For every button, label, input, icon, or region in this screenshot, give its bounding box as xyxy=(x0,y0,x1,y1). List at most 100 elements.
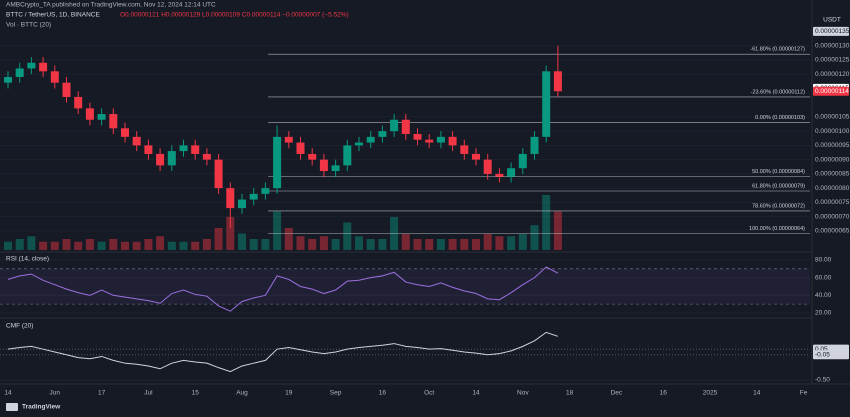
band-fill xyxy=(0,268,810,305)
price-tag xyxy=(813,26,849,36)
volume-bar xyxy=(27,236,36,250)
publisher: AMBCrypto_TA published on TradingView.co… xyxy=(6,2,216,9)
candle-body xyxy=(144,145,153,154)
y-tick-label: 0.00000120 xyxy=(815,71,850,78)
candle-body xyxy=(331,165,340,172)
volume-bar xyxy=(132,241,141,250)
candle-body xyxy=(226,188,235,209)
volume-bar xyxy=(448,239,457,250)
candle-body xyxy=(507,168,516,177)
volume-bar xyxy=(296,236,305,250)
volume-bar xyxy=(331,239,340,250)
volume-bar xyxy=(85,239,94,250)
fib-label: 61.80% (0.00000079) xyxy=(752,183,805,189)
ohlc: O0.00000121 H0.00000129 L0.00000109 C0.0… xyxy=(120,12,349,19)
candle-body xyxy=(542,71,551,137)
candle-body xyxy=(284,136,293,143)
volume-bar xyxy=(238,233,246,250)
candle-body xyxy=(191,145,200,154)
volume-bar xyxy=(144,239,153,250)
x-tick-label: Fe xyxy=(800,390,808,397)
volume-bar xyxy=(542,195,551,250)
candle-body xyxy=(132,136,141,146)
candle-body xyxy=(273,136,282,189)
footer: TradingView xyxy=(22,404,61,411)
candle-body xyxy=(378,131,387,137)
candle-body xyxy=(249,193,258,200)
volume-bar xyxy=(530,225,539,250)
volume-bar xyxy=(436,239,445,250)
symbol: BTTC / TetherUS, 1D, BINANCE xyxy=(6,12,100,19)
volume-bar xyxy=(308,239,317,250)
fib-label: 0.00% (0.00000103) xyxy=(755,115,805,121)
indicator-title: CMF (20) xyxy=(6,323,33,330)
volume-bar xyxy=(109,239,118,250)
currency[interactable]: USDT xyxy=(823,17,841,24)
y-tick-label: 0.00000095 xyxy=(815,142,850,149)
price-tag xyxy=(813,350,849,360)
fib-label: 50.00% (0.00000084) xyxy=(752,169,805,175)
candle-body xyxy=(50,71,59,83)
y-tick-label: -0.50 xyxy=(815,377,830,384)
y-tick-label: 20.00 xyxy=(815,310,832,317)
volume-bar xyxy=(355,236,363,250)
candle-body xyxy=(495,173,504,177)
candle-body xyxy=(261,188,270,194)
volume-title: Vol · BTTC (20) xyxy=(6,22,51,29)
candle-body xyxy=(202,153,211,160)
volume-bar xyxy=(97,241,106,250)
y-tick-label: 80.00 xyxy=(815,257,832,264)
y-tick-label: 0.00000130 xyxy=(815,42,850,49)
x-tick-label: Dec xyxy=(611,390,623,397)
volume-bar xyxy=(202,239,211,250)
y-tick-label: 0.00000080 xyxy=(815,185,850,192)
y-tick-label: 0.00000070 xyxy=(815,213,850,220)
x-tick-label: 2025 xyxy=(703,390,718,397)
volume-bar xyxy=(226,217,235,250)
x-tick-label: 16 xyxy=(660,390,668,397)
volume-bar xyxy=(39,241,48,250)
y-tick-label: 0.00000085 xyxy=(815,171,850,178)
candle-body xyxy=(448,136,457,146)
x-tick-label: Jul xyxy=(144,390,153,397)
volume-bar xyxy=(179,241,188,250)
volume-bar xyxy=(156,236,165,250)
candle-body xyxy=(355,142,363,146)
candle-body xyxy=(319,159,328,172)
x-tick-label: 16 xyxy=(379,390,387,397)
fib-label: -23.60% (0.00000112) xyxy=(751,89,805,95)
volume-bar xyxy=(74,241,83,250)
candle-body xyxy=(401,119,410,135)
volume-bar xyxy=(401,233,410,250)
volume-bar xyxy=(483,233,492,250)
x-tick-label: 18 xyxy=(566,390,574,397)
y-tick-label: 40.00 xyxy=(815,292,832,299)
volume-bar xyxy=(191,241,200,250)
candle-body xyxy=(167,151,176,166)
volume-bar xyxy=(4,241,12,250)
x-tick-label: 19 xyxy=(285,390,293,397)
volume-bar xyxy=(261,239,270,250)
y-tick-label: 0.00000100 xyxy=(815,128,850,135)
fib-label: 78.60% (0.00000072) xyxy=(752,203,805,209)
candle-body xyxy=(238,199,246,209)
volume-bar xyxy=(50,241,59,250)
candle-body xyxy=(483,159,492,174)
x-tick-label: 14 xyxy=(753,390,761,397)
fib-label: -61.80% (0.00000127) xyxy=(750,47,805,53)
volume-bar xyxy=(472,239,480,250)
candle-body xyxy=(121,128,129,137)
candle-body xyxy=(530,136,539,154)
candle-body xyxy=(460,145,469,154)
volume-bar xyxy=(425,239,434,250)
volume-bar xyxy=(319,236,328,250)
indicator-title: RSI (14, close) xyxy=(6,256,49,263)
candle-body xyxy=(390,119,399,132)
candle-body xyxy=(308,153,317,160)
price-tag-label: 0.05 xyxy=(815,346,828,353)
y-tick-label: 0.00000125 xyxy=(815,57,850,64)
candle-body xyxy=(156,153,165,166)
candle-body xyxy=(85,108,94,120)
